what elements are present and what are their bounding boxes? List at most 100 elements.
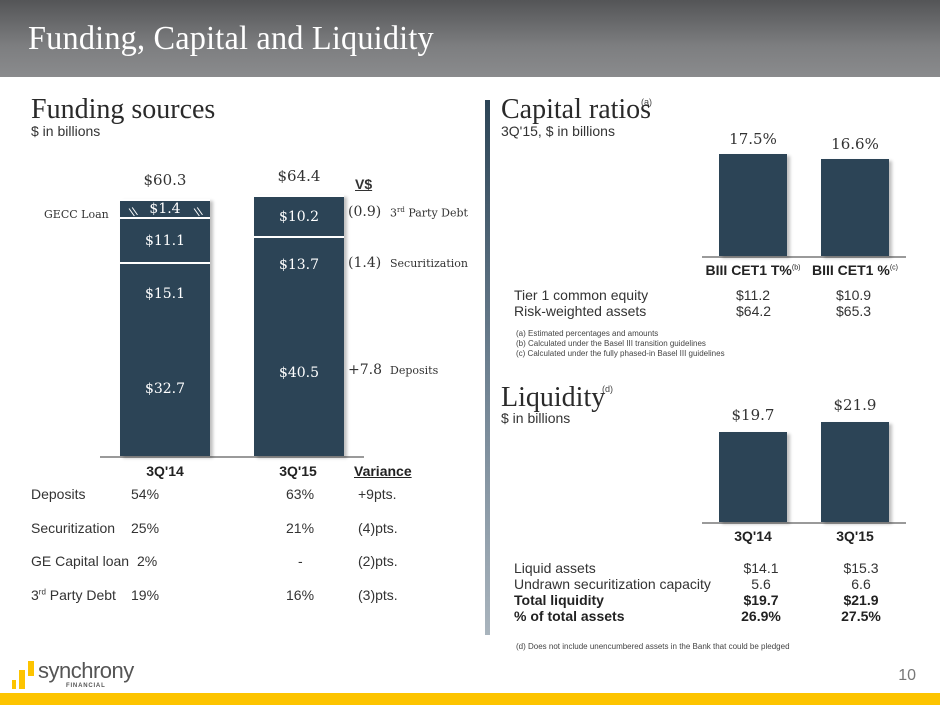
value-variance: (2)pts. [358,553,398,569]
capital-footnote: (a) Estimated percentages and amounts [516,329,659,338]
value-3q14: 54% [131,486,160,502]
funding-total-label: $60.3 [143,171,187,190]
row-label: % of total assets [514,608,625,624]
footnote-marker: (c) [889,264,898,272]
value-3q14: 26.9% [741,608,781,624]
capital-category-label: BIII CET1 %(c) [812,262,898,278]
capital-title-footnote: (a) [641,97,652,107]
row-label: GE Capital loan [31,553,130,569]
superscript: rd [397,206,405,214]
funding-title: Funding sources [31,94,216,125]
value-3q14: 25% [131,520,160,536]
logo-subtext: FINANCIAL [66,683,106,689]
slide-header: Funding, Capital and Liquidity [0,0,940,77]
value-transition: $64.2 [736,303,772,319]
table-row: % of total assets 26.9% 27.5% [0,608,940,624]
capital-category-label: BIII CET1 T%(b) [705,262,801,278]
value-fully-phased: $10.9 [836,287,872,303]
table-row: Deposits 54% 63% +9pts. [0,486,470,506]
liquidity-category-label: 3Q'14 [734,528,772,544]
funding-segment-label: $40.5 [278,364,320,381]
value-3q15: 63% [286,486,315,502]
table-row: 3rd Party Debt 19% 16% (3)pts. [0,587,470,607]
variance-value: (0.9) [348,204,382,220]
liquidity-bar [821,422,889,522]
table-row: Risk-weighted assets $64.2 $65.3 [0,303,940,319]
capital-bar-value-label: 17.5% [729,129,777,148]
value-3q14: 19% [131,587,160,603]
table-row: Securitization 25% 21% (4)pts. [0,520,470,540]
capital-bar [719,153,787,256]
value-3q14: 5.6 [751,576,771,592]
liquidity-title-footnote: (d) [602,384,613,394]
synchrony-logo: synchrony FINANCIAL [10,658,134,692]
row-label: Securitization [31,520,116,536]
funding-bar-segment: $11.1 [120,217,210,263]
variance-value: +7.8 [348,362,382,378]
variance-category: Securitization [390,257,469,270]
value-3q15: $15.3 [843,560,879,576]
funding-bar-segment: $1.4 \\ \\ [120,199,210,220]
value-transition: $11.2 [736,287,770,303]
value-3q15: $21.9 [843,592,879,608]
capital-bar-value-label: 16.6% [831,134,879,153]
funding-axis-line [100,456,364,458]
funding-bar: $32.7 $15.1 $11.1 $1.4 \\ \\ [120,199,210,456]
value-variance: (4)pts. [358,520,398,536]
liquidity-bar [719,432,787,522]
capital-axis-line [702,256,906,258]
funding-segment-label: $32.7 [144,380,186,397]
row-label: Undrawn securitization capacity [514,576,711,592]
variance-value: (1.4) [348,255,382,271]
funding-bar-segment: $13.7 [254,236,344,292]
value-3q14: 2% [137,553,158,569]
row-label: Liquid assets [514,560,596,576]
value-fully-phased: $65.3 [836,303,872,319]
value-3q15: 21% [286,520,315,536]
value-variance: (3)pts. [358,587,398,603]
variance-category: 3rd Party Debt [390,206,468,220]
value-3q14: $14.1 [743,560,779,576]
funding-segment-label: $15.1 [144,285,186,302]
row-label: 3rd Party Debt [31,587,116,603]
superscript: rd [38,587,46,597]
liquidity-category-label: 3Q'15 [836,528,874,544]
row-label: Total liquidity [514,592,604,608]
capital-footnote: (b) Calculated under the Basel III trans… [516,339,706,348]
value-3q15: 16% [286,587,315,603]
value-variance: +9pts. [358,486,397,502]
table-row: Liquid assets $14.1 $15.3 [0,560,940,576]
funding-segment-label: $13.7 [278,257,320,274]
gecc-loan-label: GECC Loan [44,208,109,221]
footnote-marker: (b) [791,264,801,272]
value-3q15: 27.5% [841,608,881,624]
funding-subtitle: $ in billions [31,123,101,139]
liquidity-axis-line [702,522,906,524]
funding-total-label: $64.4 [277,167,321,186]
footer-accent-bar [0,693,940,705]
table-row: Undrawn securitization capacity 5.6 6.6 [0,576,940,592]
slide-title: Funding, Capital and Liquidity [28,20,434,57]
page-number: 10 [898,667,916,684]
variance-category: Deposits [390,364,439,377]
value-3q15: 6.6 [851,576,871,592]
capital-subtitle: 3Q'15, $ in billions [501,123,615,139]
funding-bar-segment: $40.5 [254,291,344,456]
row-label: Deposits [31,486,86,502]
funding-bar: $40.5 $13.7 $10.2 [254,195,344,456]
variance-column-header: Variance [354,463,412,479]
table-row: Tier 1 common equity $11.2 $10.9 [0,287,940,303]
capital-footnote: (c) Calculated under the fully phased-in… [516,349,725,358]
value-3q15: - [298,553,303,569]
liquidity-footnote: (d) Does not include unencumbered assets… [516,642,790,651]
table-row: Total liquidity $19.7 $21.9 [0,592,940,608]
funding-segment-label: $10.2 [278,208,320,225]
capital-title: Capital ratios [501,94,652,125]
row-label: Risk-weighted assets [514,303,647,319]
funding-bar-segment: $32.7 [120,323,210,456]
funding-bar-segment: $10.2 [254,195,344,237]
logo-wordmark: synchrony [38,658,134,683]
liquidity-title: Liquidity [501,382,606,413]
value-3q14: $19.7 [743,592,779,608]
table-row: GE Capital loan 2% - (2)pts. [0,553,470,573]
